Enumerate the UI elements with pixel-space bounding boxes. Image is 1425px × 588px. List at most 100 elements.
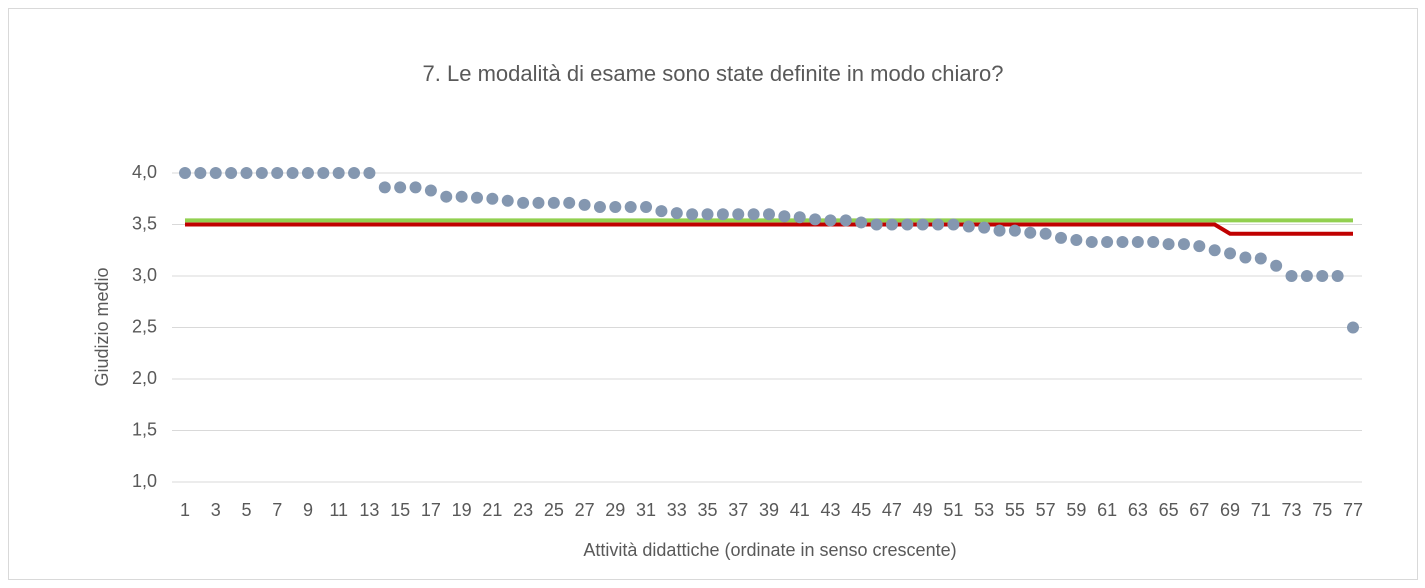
- data-point: [271, 167, 284, 179]
- data-point: [701, 208, 714, 221]
- x-tick-label: 27: [575, 500, 595, 520]
- data-point: [993, 224, 1006, 237]
- data-point: [1101, 236, 1114, 249]
- data-point: [363, 167, 376, 179]
- data-point: [686, 208, 699, 221]
- x-tick-label: 69: [1220, 500, 1240, 520]
- data-point: [655, 205, 668, 218]
- data-point: [301, 167, 314, 179]
- data-point: [947, 218, 960, 231]
- data-point: [932, 218, 945, 231]
- data-point: [409, 181, 422, 194]
- data-point: [194, 167, 207, 179]
- data-point: [1162, 238, 1175, 251]
- data-point: [532, 196, 545, 209]
- x-tick-label: 59: [1066, 500, 1086, 520]
- data-point: [855, 216, 868, 229]
- x-tick-label: 53: [974, 500, 994, 520]
- data-point: [547, 196, 560, 209]
- data-point: [1070, 233, 1083, 246]
- data-point: [1193, 240, 1206, 253]
- y-tick-label: 1,0: [132, 471, 157, 491]
- data-point: [517, 196, 530, 209]
- series-line: [185, 222, 1353, 236]
- data-point: [916, 218, 929, 231]
- data-point: [563, 196, 576, 209]
- x-tick-label: 13: [359, 500, 379, 520]
- data-point: [716, 208, 729, 221]
- x-tick-label: 5: [241, 500, 251, 520]
- data-point: [1316, 270, 1329, 282]
- data-point: [609, 200, 622, 213]
- x-tick-label: 63: [1128, 500, 1148, 520]
- x-tick-label: 43: [820, 500, 840, 520]
- data-point: [593, 200, 606, 213]
- y-tick-label: 1,5: [132, 419, 157, 439]
- x-tick-label: 29: [605, 500, 625, 520]
- x-tick-label: 55: [1005, 500, 1025, 520]
- x-tick-label: 57: [1036, 500, 1056, 520]
- x-tick-label: 65: [1159, 500, 1179, 520]
- data-point: [1008, 224, 1021, 237]
- data-point: [240, 167, 253, 179]
- data-point: [440, 190, 453, 203]
- data-point: [793, 211, 806, 224]
- data-point: [1347, 321, 1359, 334]
- data-point: [348, 167, 361, 179]
- data-point: [1147, 236, 1160, 249]
- data-point: [455, 190, 468, 203]
- data-point: [824, 214, 837, 227]
- x-tick-label: 39: [759, 500, 779, 520]
- x-tick-label: 9: [303, 500, 313, 520]
- x-tick-label: 11: [329, 500, 348, 520]
- data-point: [501, 194, 514, 207]
- data-point: [870, 218, 883, 231]
- data-point: [486, 192, 499, 205]
- x-tick-label: 15: [390, 500, 410, 520]
- data-point: [1254, 252, 1267, 265]
- y-tick-label: 3,5: [132, 213, 157, 233]
- data-point: [1024, 226, 1037, 239]
- x-tick-label: 45: [851, 500, 871, 520]
- data-point: [1131, 236, 1144, 249]
- data-point: [1270, 259, 1283, 272]
- x-tick-label: 25: [544, 500, 564, 520]
- data-point: [1177, 238, 1190, 251]
- data-point: [1300, 270, 1313, 282]
- data-point: [1039, 227, 1052, 240]
- data-point: [578, 198, 591, 211]
- data-point: [640, 200, 653, 213]
- data-point: [1085, 236, 1098, 249]
- x-tick-label: 31: [636, 500, 656, 520]
- chart-frame: [8, 8, 1418, 580]
- data-point: [225, 167, 238, 179]
- data-point: [179, 167, 191, 179]
- data-point: [1055, 231, 1067, 244]
- x-tick-label: 33: [667, 500, 687, 520]
- y-tick-label: 3,0: [132, 265, 157, 285]
- y-tick-label: 2,5: [132, 316, 157, 336]
- x-tick-label: 37: [728, 500, 748, 520]
- x-tick-label: 21: [482, 500, 502, 520]
- x-tick-label: 3: [211, 500, 221, 520]
- data-point: [1224, 247, 1237, 260]
- x-axis-label: Attività didattiche (ordinate in senso c…: [583, 540, 956, 560]
- data-point: [1116, 236, 1129, 249]
- data-point: [1208, 244, 1221, 257]
- data-point: [317, 167, 330, 179]
- data-point: [624, 200, 637, 213]
- x-tick-label: 51: [943, 500, 963, 520]
- y-tick-label: 2,0: [132, 368, 157, 388]
- x-tick-label: 35: [698, 500, 718, 520]
- x-tick-label: 61: [1097, 500, 1117, 520]
- chart-title: 7. Le modalità di esame sono state defin…: [423, 61, 1004, 86]
- data-point: [978, 221, 991, 234]
- x-tick-label: 1: [180, 500, 190, 520]
- data-point: [901, 218, 914, 231]
- data-point: [732, 208, 745, 221]
- x-tick-label: 67: [1189, 500, 1209, 520]
- data-point: [839, 214, 852, 227]
- data-point: [763, 208, 775, 221]
